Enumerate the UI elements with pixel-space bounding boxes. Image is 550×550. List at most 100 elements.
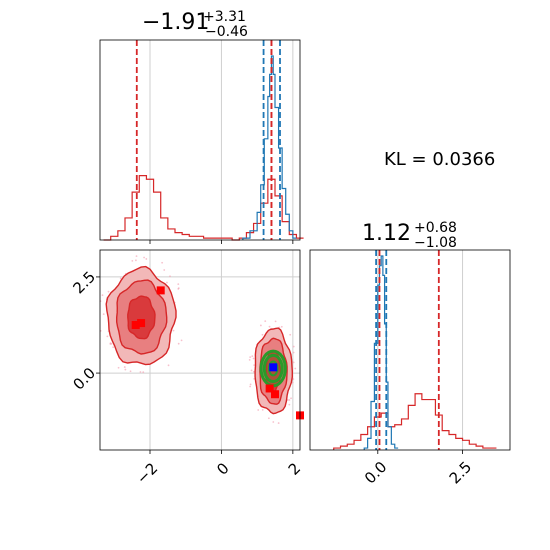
top-left-title-main: −1.91 xyxy=(142,10,209,35)
bottom-left-scatter-point xyxy=(294,367,297,370)
bottom-left-scatter-point xyxy=(290,397,292,400)
bottom-left-scatter-point xyxy=(259,324,262,327)
top-left-ticks xyxy=(149,240,294,244)
bottom-left-scatter-point xyxy=(123,366,126,368)
bottom-left-scatter-point xyxy=(288,403,291,406)
bottom-left-scatter-point xyxy=(145,258,148,260)
bottom-left-scatter-point xyxy=(119,277,122,280)
bottom-left-scatter-point xyxy=(253,364,256,367)
bottom-left-scatter-point xyxy=(292,378,295,380)
bottom-left-scatter-point xyxy=(112,346,115,349)
bottom-right-grid xyxy=(377,250,464,450)
bottom-left-scatter-point xyxy=(268,325,271,328)
bottom-left-scatter-point xyxy=(102,313,105,316)
bottom-left-xtick-label: 0 xyxy=(213,459,232,478)
bottom-left-scatter-point xyxy=(180,339,183,342)
bottom-left-scatter-point xyxy=(163,269,166,271)
kl-label: KL = 0.0366 xyxy=(384,149,495,170)
bottom-left-scatter-point xyxy=(107,290,110,293)
bottom-left-scatter-point xyxy=(177,287,180,289)
bottom-left-xtick-label: −2 xyxy=(133,459,161,487)
bottom-left-scatter-point xyxy=(249,383,252,386)
bottom-left-scatter-point xyxy=(264,320,267,323)
bottom-right-ticks: 0.0 2.5 xyxy=(361,450,475,487)
bottom-right-title-plus: +0.68 xyxy=(414,220,457,236)
bottom-left-ytick-label: 2.5 xyxy=(70,268,100,298)
bottom-left-scatter-point xyxy=(248,358,251,361)
bottom-left-scatter-point xyxy=(143,256,145,259)
top-left-title: −1.91 +3.31 −0.46 xyxy=(142,9,248,40)
bottom-left-scatter-point xyxy=(280,325,283,328)
bottom-left-red-marker xyxy=(137,319,146,328)
bottom-left-contours xyxy=(105,265,293,415)
bottom-left-scatter-point xyxy=(172,329,175,332)
top-left-series xyxy=(103,55,304,241)
bottom-left-scatter-point xyxy=(292,345,295,348)
bottom-left-scatter-point xyxy=(124,368,127,371)
bottom-left-scatter-point xyxy=(131,259,134,262)
bottom-left-scatter-point xyxy=(250,369,253,372)
bottom-left-scatter-point xyxy=(129,370,132,373)
bottom-left-scatter-point xyxy=(272,421,275,423)
bottom-left-scatter-point xyxy=(292,351,295,354)
bottom-left-scatter-point xyxy=(166,281,168,284)
bottom-left-scatter-point xyxy=(261,408,264,411)
bottom-left-scatter-point xyxy=(288,399,291,401)
bottom-left-scatter-point xyxy=(257,409,260,411)
bottom-left-scatter-point xyxy=(177,342,180,345)
bottom-left-frame xyxy=(99,249,301,451)
top-left-vlines xyxy=(135,40,281,240)
bottom-left-scatter-point xyxy=(249,356,252,359)
bottom-left-scatter-point xyxy=(109,343,112,345)
bottom-left-scatter-point xyxy=(261,333,264,336)
bottom-left-scatter-point xyxy=(106,335,109,338)
bottom-left-blue-marker xyxy=(269,363,278,372)
bottom-left-scatter-point xyxy=(139,371,142,373)
bottom-left-scatter-point xyxy=(252,357,255,360)
top-left-frame xyxy=(99,39,301,241)
panel-bottom-right: 1.12 +0.68 −1.08 0.0 2.5 xyxy=(309,220,511,487)
bottom-left-scatter-point xyxy=(101,294,104,297)
bottom-left-scatter-point xyxy=(117,366,120,369)
bottom-left-scatter-point xyxy=(169,275,171,278)
bottom-right-xtick-label: 2.5 xyxy=(446,458,476,488)
top-left-grid xyxy=(149,40,294,240)
bottom-right-series-red xyxy=(333,393,497,450)
bottom-left-red-marker xyxy=(271,390,279,399)
top-left-title-plus: +3.31 xyxy=(203,9,246,25)
bottom-left-scatter-point xyxy=(161,261,164,264)
bottom-left-scatter-point xyxy=(177,283,180,286)
bottom-left-scatter-point xyxy=(277,422,280,424)
bottom-left-scatter-point xyxy=(267,417,270,420)
bottom-left-ytick-label: 0.0 xyxy=(70,364,100,394)
bottom-right-title: 1.12 +0.68 −1.08 xyxy=(362,220,457,251)
bottom-left-scatter-point xyxy=(167,364,170,367)
bottom-left-xtick-label: 2 xyxy=(285,459,304,478)
bottom-left-scatter-point xyxy=(274,320,277,323)
bottom-right-title-main: 1.12 xyxy=(362,221,411,246)
bottom-left-scatter-point xyxy=(292,361,295,364)
bottom-left-scatter-point xyxy=(289,333,292,336)
bottom-right-xtick-label: 0.0 xyxy=(361,458,391,488)
bottom-left-scatter-point xyxy=(291,381,294,384)
bottom-left-scatter-point xyxy=(252,370,255,373)
panel-bottom-left: −2 0 2 0.0 2.5 xyxy=(70,249,304,488)
panel-top-left: −1.91 +3.31 −0.46 xyxy=(99,9,304,244)
bottom-left-scatter-point xyxy=(135,255,138,257)
bottom-left-scatter-point xyxy=(142,371,145,374)
bottom-right-series-blue xyxy=(363,255,399,450)
bottom-left-scatter-point xyxy=(135,259,137,262)
bottom-right-title-minus: −1.08 xyxy=(414,235,457,251)
bottom-left-red-marker xyxy=(131,321,140,329)
top-left-series-red xyxy=(103,175,304,241)
bottom-left-scatter-point xyxy=(251,355,254,358)
bottom-right-frame xyxy=(309,249,511,451)
bottom-left-contour-green xyxy=(267,360,279,377)
bottom-left-scatter-point xyxy=(249,385,252,388)
bottom-right-series xyxy=(333,255,497,450)
bottom-left-red-marker xyxy=(156,286,165,295)
top-left-series-blue xyxy=(242,55,297,240)
bottom-right-vlines xyxy=(375,250,440,450)
bottom-left-contour-green xyxy=(262,353,284,384)
